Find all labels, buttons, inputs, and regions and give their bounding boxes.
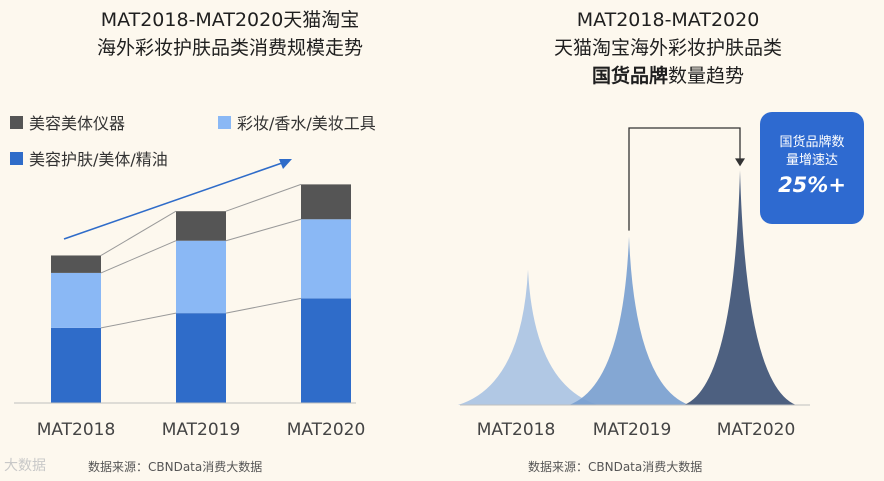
left-chart-title: MAT2018-MAT2020天猫淘宝 海外彩妆护肤品类消费规模走势 [20, 6, 440, 62]
right-title-rest: 数量趋势 [668, 65, 745, 87]
right-title-bold: 国货品牌 [591, 65, 668, 87]
growth-bracket-line [628, 127, 741, 231]
source-note-right: 数据来源：CBNData消费大数据 [528, 460, 703, 474]
right-title-line3: 国货品牌数量趋势 [458, 62, 878, 90]
spike-mark [458, 269, 598, 405]
left-x-label-2020: MAT2020 [286, 420, 366, 440]
right-title-line2: 天猫淘宝海外彩妆护肤品类 [553, 37, 782, 59]
legend-makeup: 彩妆/香水/美妆工具 [218, 110, 376, 134]
bar-segment [301, 298, 351, 403]
legend-instrument: 美容美体仪器 [10, 110, 125, 134]
left-x-label-2018: MAT2018 [36, 420, 116, 440]
right-title-line1: MAT2018-MAT2020 [576, 9, 760, 31]
bar-connector-line [225, 183, 302, 212]
callout-value: 25%+ [778, 173, 846, 197]
legend-label-makeup: 彩妆/香水/美妆工具 [237, 114, 376, 133]
legend-swatch-makeup [218, 115, 231, 129]
bar-segment [301, 184, 351, 220]
bar-segment [51, 255, 101, 273]
growth-callout: 国货品牌数 量增速达 25%+ [760, 112, 864, 224]
bar-connector-line [100, 312, 177, 329]
legend-skincare: 美容护肤/美体/精油 [10, 146, 168, 170]
bar-connector-line [225, 297, 302, 314]
bar-connector-line [100, 240, 177, 274]
right-chart-title: MAT2018-MAT2020 天猫淘宝海外彩妆护肤品类 国货品牌数量趋势 [458, 6, 878, 90]
right-x-label-2019: MAT2019 [592, 420, 672, 440]
trend-arrow-head [279, 159, 292, 169]
bar-segment [301, 219, 351, 299]
bar-segment [176, 211, 226, 241]
legend-swatch-instrument [10, 115, 23, 129]
right-x-label-2020: MAT2020 [716, 420, 796, 440]
bar-segment [51, 272, 101, 328]
callout-line1: 国货品牌数 [779, 135, 845, 150]
callout-line2: 量增速达 [785, 153, 838, 168]
growth-bracket-arrowhead [735, 158, 745, 167]
left-x-label-2019: MAT2019 [161, 420, 241, 440]
bar-connector-line [100, 210, 177, 256]
left-title-line1: MAT2018-MAT2020天猫淘宝 [100, 9, 360, 31]
bar-segment [176, 240, 226, 314]
bar-segment [176, 313, 226, 403]
spike-mark [684, 170, 796, 405]
legend-label-skincare: 美容护肤/美体/精油 [29, 150, 168, 169]
left-title-line2: 海外彩妆护肤品类消费规模走势 [96, 37, 363, 59]
right-x-label-2018: MAT2018 [476, 420, 556, 440]
legend-label-instrument: 美容美体仪器 [29, 114, 126, 133]
brand-logo-watermark: 大数据 [4, 458, 46, 474]
source-note-left: 数据来源：CBNData消费大数据 [88, 460, 263, 474]
trend-arrow-line [63, 162, 283, 240]
legend-swatch-skincare [10, 151, 23, 165]
spike-mark [569, 236, 689, 405]
bar-segment [51, 327, 101, 403]
bar-connector-line [225, 218, 302, 242]
